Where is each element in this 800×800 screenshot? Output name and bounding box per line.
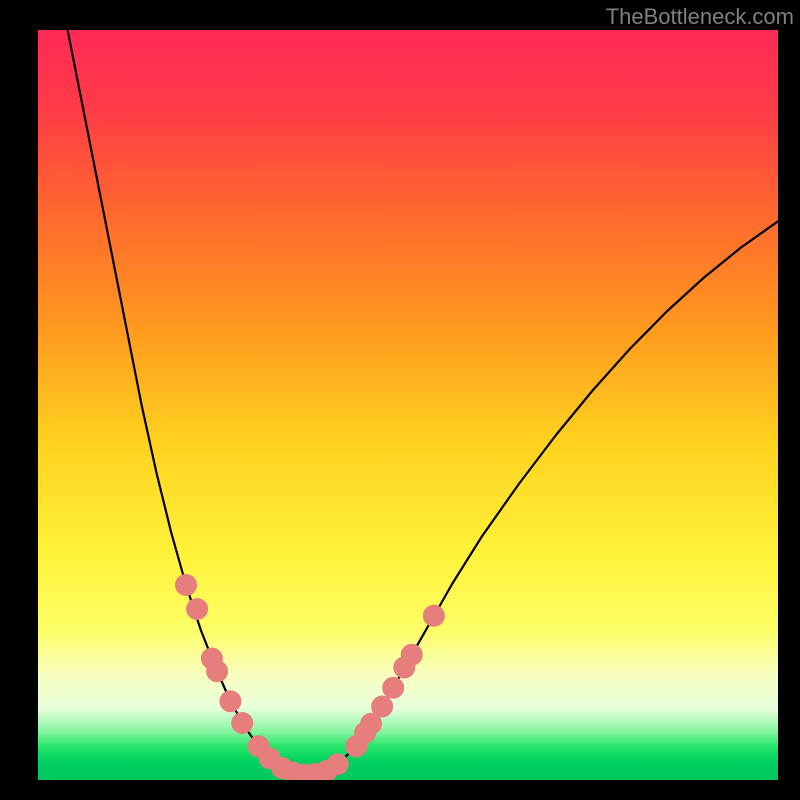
data-marker [219,690,241,712]
data-marker [186,598,208,620]
watermark-text: TheBottleneck.com [606,4,794,30]
data-marker [371,696,393,718]
chart-svg [38,30,778,780]
data-marker [175,574,197,596]
data-marker [423,605,445,627]
data-marker [206,660,228,682]
data-marker [401,644,423,666]
plot-area [38,30,778,780]
data-marker [382,677,404,699]
data-marker [231,712,253,734]
chart-container: TheBottleneck.com [0,0,800,800]
data-marker [327,753,349,775]
